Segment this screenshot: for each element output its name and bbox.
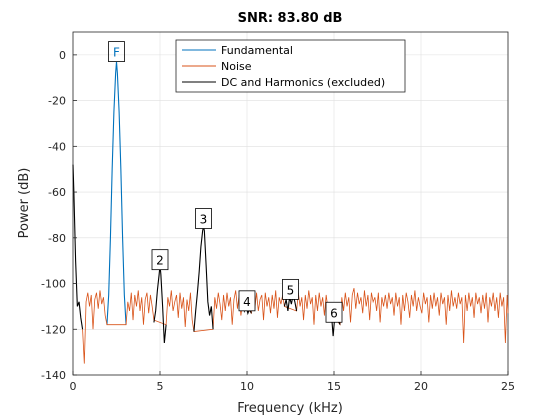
harmonic-marker-box bbox=[325, 301, 343, 323]
harmonic-marker-label: 6 bbox=[330, 306, 338, 320]
harmonic-markers: F 2 3 4 5 6 bbox=[108, 41, 343, 323]
y-tick-label: -60 bbox=[48, 186, 66, 199]
y-tick-label: 0 bbox=[59, 49, 66, 62]
y-axis-label: Power (dB) bbox=[17, 168, 32, 239]
series-dc-and-harmonics-excluded-line bbox=[283, 294, 298, 312]
fundamental-marker-box bbox=[108, 41, 125, 62]
harmonic-marker-label: 2 bbox=[156, 254, 164, 268]
harmonic-marker-label: 5 bbox=[287, 283, 295, 297]
x-tick-label: 0 bbox=[70, 380, 77, 393]
series-dc-and-harmonics-excluded-line bbox=[72, 164, 84, 330]
y-tick-label: -20 bbox=[48, 95, 66, 108]
chart-title: SNR: 83.80 dB bbox=[238, 11, 343, 26]
legend-label-fundamental: Fundamental bbox=[221, 44, 293, 57]
x-axis-label: Frequency (kHz) bbox=[237, 401, 343, 416]
y-tick-label: -120 bbox=[41, 323, 66, 336]
data-layer bbox=[72, 61, 509, 364]
x-tick-label: 10 bbox=[240, 380, 254, 393]
y-tick-label: -80 bbox=[48, 232, 66, 245]
series-dc-and-harmonics-excluded-line bbox=[193, 226, 214, 332]
harmonic-marker-box bbox=[151, 249, 169, 271]
x-tick-label: 15 bbox=[327, 380, 341, 393]
harmonic-marker-label: 3 bbox=[200, 213, 208, 227]
axis-ticks: 0 5 10 15 20 250-20-40-60-80-100-120-140 bbox=[41, 49, 515, 393]
x-tick-label: 5 bbox=[157, 380, 164, 393]
harmonic-marker-box bbox=[282, 278, 299, 300]
legend-label-harmonics: DC and Harmonics (excluded) bbox=[221, 76, 385, 89]
y-tick-label: -40 bbox=[48, 140, 66, 153]
plot-area-frame bbox=[72, 31, 509, 376]
x-tick-label: 20 bbox=[414, 380, 428, 393]
series-fundamental-line bbox=[106, 61, 127, 325]
harmonic-marker-label: 4 bbox=[243, 295, 251, 309]
y-tick-label: -100 bbox=[41, 278, 66, 291]
x-tick-label: 25 bbox=[501, 380, 515, 393]
legend-label-noise: Noise bbox=[221, 60, 252, 73]
y-tick-label: -140 bbox=[41, 369, 66, 382]
harmonic-marker-box bbox=[195, 208, 212, 229]
harmonic-marker-box bbox=[238, 290, 256, 312]
harmonic-marker-label: F bbox=[113, 46, 120, 60]
series-noise-line bbox=[82, 288, 509, 364]
legend: Fundamental Noise DC and Harmonics (excl… bbox=[175, 39, 406, 93]
